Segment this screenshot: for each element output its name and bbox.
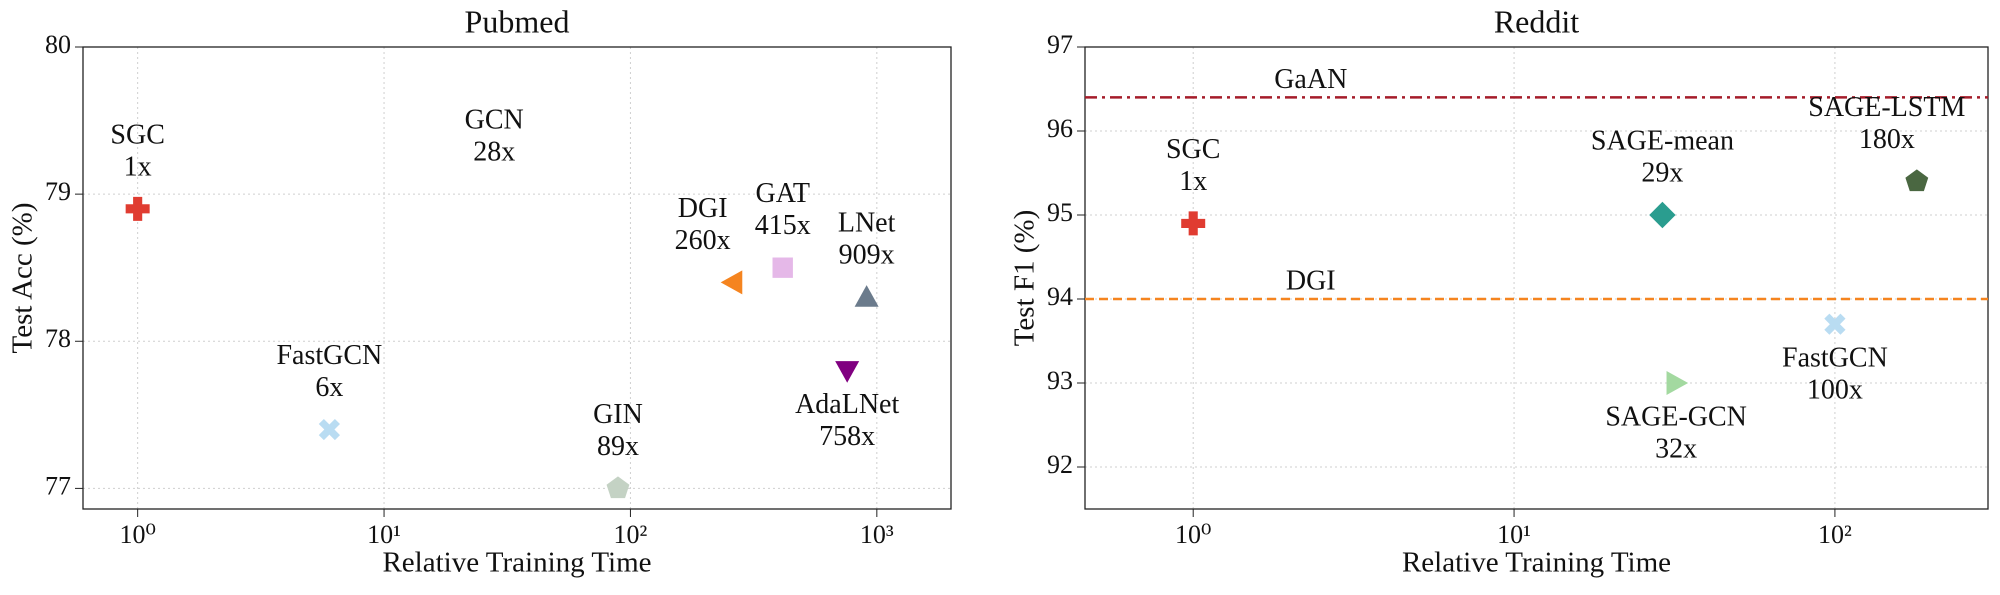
point — [772, 257, 793, 278]
chart-title: Reddit — [1494, 3, 1579, 39]
point — [835, 361, 860, 383]
point-name: LNet — [838, 208, 896, 239]
x-tick-label: 10⁰ — [1175, 520, 1211, 549]
point — [1905, 169, 1929, 192]
reference-label: GaAN — [1274, 64, 1347, 95]
point-speedup: 28x — [473, 137, 515, 168]
x-tick-label: 10⁰ — [119, 520, 155, 549]
y-tick-label: 77 — [45, 471, 71, 500]
point-speedup: 32x — [1655, 433, 1697, 464]
point-name: DGI — [678, 193, 728, 224]
y-axis-label: Test Acc (%) — [7, 203, 39, 354]
y-tick-label: 97 — [1047, 30, 1073, 59]
point-name: SAGE-mean — [1591, 125, 1734, 156]
point-name: SAGE-LSTM — [1808, 92, 1965, 123]
x-tick-label: 10² — [614, 520, 648, 549]
point — [1666, 371, 1689, 395]
x-axis-label: Relative Training Time — [1402, 547, 1671, 579]
y-tick-label: 94 — [1047, 282, 1073, 311]
x-tick-label: 10¹ — [1497, 520, 1531, 549]
point — [720, 270, 743, 295]
point — [1824, 313, 1846, 335]
x-tick-label: 10¹ — [367, 520, 401, 549]
point-speedup: 29x — [1641, 157, 1683, 188]
y-tick-label: 93 — [1047, 366, 1073, 395]
point-speedup: 1x — [124, 151, 152, 182]
point-speedup: 100x — [1807, 375, 1863, 406]
point-name: SAGE-GCN — [1605, 401, 1747, 432]
y-tick-label: 96 — [1047, 114, 1073, 143]
point-name: GAT — [755, 178, 809, 209]
reference-label: DGI — [1286, 265, 1336, 296]
chart-panel: Pubmed Relative Training Time Test Acc (%)… — [7, 3, 952, 579]
point — [854, 285, 879, 307]
chart-panel: Reddit Relative Training Time Test F1 (%) 1… — [1009, 3, 1989, 579]
point-speedup: 758x — [819, 421, 875, 452]
point-speedup: 909x — [839, 240, 895, 271]
point — [606, 476, 630, 499]
y-tick-label: 78 — [45, 324, 71, 353]
point-speedup: 6x — [315, 372, 343, 403]
point — [1181, 211, 1206, 236]
y-axis-label: Test F1 (%) — [1009, 210, 1041, 347]
point-speedup: 260x — [675, 225, 731, 256]
x-tick-label: 10³ — [860, 520, 894, 549]
point-name: SGC — [1166, 134, 1220, 165]
x-axis-label: Relative Training Time — [382, 547, 651, 579]
point — [1649, 201, 1676, 229]
point — [125, 196, 150, 221]
point-speedup: 180x — [1859, 124, 1915, 155]
chart-title: Pubmed — [465, 3, 570, 39]
plot-frame — [82, 46, 952, 510]
y-tick-label: 79 — [45, 177, 71, 206]
point-name: GCN — [465, 105, 524, 136]
plot-frame — [1084, 46, 1989, 510]
point-speedup: 89x — [597, 431, 639, 462]
point — [318, 418, 340, 441]
point-speedup: 1x — [1179, 166, 1207, 197]
y-tick-label: 95 — [1047, 198, 1073, 227]
point-name: FastGCN — [276, 340, 382, 371]
point-name: FastGCN — [1782, 343, 1888, 374]
point-name: AdaLNet — [795, 389, 899, 420]
point-name: GIN — [593, 399, 643, 430]
y-tick-label: 92 — [1047, 450, 1073, 479]
x-tick-label: 10² — [1818, 520, 1852, 549]
point-name: SGC — [110, 119, 164, 150]
y-tick-label: 80 — [45, 30, 71, 59]
point-speedup: 415x — [755, 210, 811, 241]
